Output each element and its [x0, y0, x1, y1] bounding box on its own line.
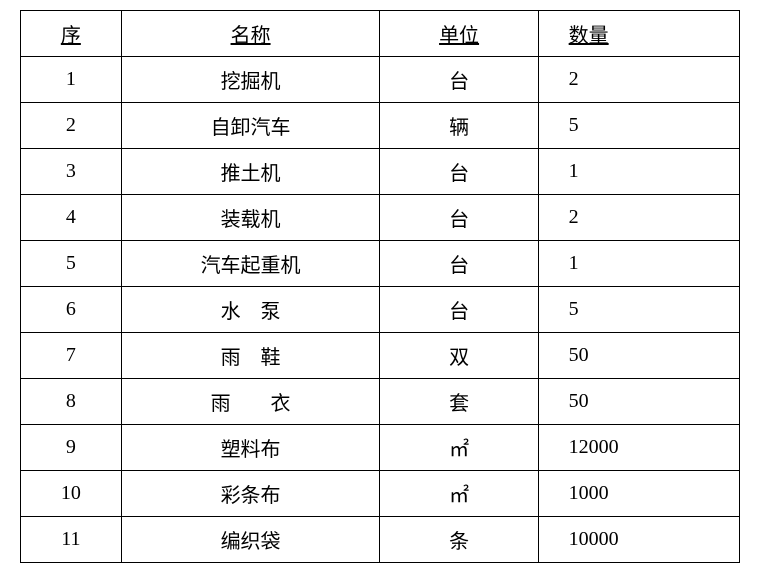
cell-name: 汽车起重机	[121, 241, 380, 287]
header-seq: 序	[21, 11, 122, 57]
table-row: 7 雨 鞋 双 50	[21, 333, 740, 379]
cell-qty: 50	[538, 333, 739, 379]
table-row: 3 推土机 台 1	[21, 149, 740, 195]
cell-qty: 2	[538, 57, 739, 103]
cell-unit: ㎡	[380, 471, 538, 517]
cell-unit: ㎡	[380, 425, 538, 471]
table-row: 10 彩条布 ㎡ 1000	[21, 471, 740, 517]
cell-name: 推土机	[121, 149, 380, 195]
table-row: 2 自卸汽车 辆 5	[21, 103, 740, 149]
cell-qty: 50	[538, 379, 739, 425]
table-row: 6 水 泵 台 5	[21, 287, 740, 333]
cell-name: 雨 衣	[121, 379, 380, 425]
table-header-row: 序 名称 单位 数量	[21, 11, 740, 57]
cell-seq: 1	[21, 57, 122, 103]
cell-qty: 2	[538, 195, 739, 241]
cell-name: 挖掘机	[121, 57, 380, 103]
cell-unit: 台	[380, 195, 538, 241]
cell-unit: 台	[380, 287, 538, 333]
table-row: 11 编织袋 条 10000	[21, 517, 740, 563]
cell-qty: 5	[538, 287, 739, 333]
equipment-table: 序 名称 单位 数量 1 挖掘机 台 2 2 自卸汽车 辆 5 3 推土机 台 …	[20, 10, 740, 563]
cell-seq: 8	[21, 379, 122, 425]
cell-seq: 4	[21, 195, 122, 241]
table-row: 4 装载机 台 2	[21, 195, 740, 241]
cell-seq: 7	[21, 333, 122, 379]
cell-unit: 辆	[380, 103, 538, 149]
cell-seq: 10	[21, 471, 122, 517]
cell-qty: 5	[538, 103, 739, 149]
cell-qty: 1	[538, 241, 739, 287]
cell-qty: 10000	[538, 517, 739, 563]
cell-unit: 双	[380, 333, 538, 379]
cell-unit: 台	[380, 57, 538, 103]
cell-unit: 条	[380, 517, 538, 563]
table-row: 8 雨 衣 套 50	[21, 379, 740, 425]
cell-seq: 11	[21, 517, 122, 563]
cell-unit: 台	[380, 149, 538, 195]
header-unit: 单位	[380, 11, 538, 57]
cell-unit: 套	[380, 379, 538, 425]
cell-name: 雨 鞋	[121, 333, 380, 379]
table-row: 1 挖掘机 台 2	[21, 57, 740, 103]
table-row: 9 塑料布 ㎡ 12000	[21, 425, 740, 471]
table-row: 5 汽车起重机 台 1	[21, 241, 740, 287]
header-qty: 数量	[538, 11, 739, 57]
cell-seq: 2	[21, 103, 122, 149]
cell-qty: 12000	[538, 425, 739, 471]
cell-qty: 1000	[538, 471, 739, 517]
cell-name: 彩条布	[121, 471, 380, 517]
cell-name: 塑料布	[121, 425, 380, 471]
cell-name: 水 泵	[121, 287, 380, 333]
cell-name: 装载机	[121, 195, 380, 241]
cell-seq: 5	[21, 241, 122, 287]
cell-seq: 6	[21, 287, 122, 333]
cell-seq: 3	[21, 149, 122, 195]
cell-name: 编织袋	[121, 517, 380, 563]
cell-name: 自卸汽车	[121, 103, 380, 149]
cell-seq: 9	[21, 425, 122, 471]
cell-unit: 台	[380, 241, 538, 287]
cell-qty: 1	[538, 149, 739, 195]
header-name: 名称	[121, 11, 380, 57]
